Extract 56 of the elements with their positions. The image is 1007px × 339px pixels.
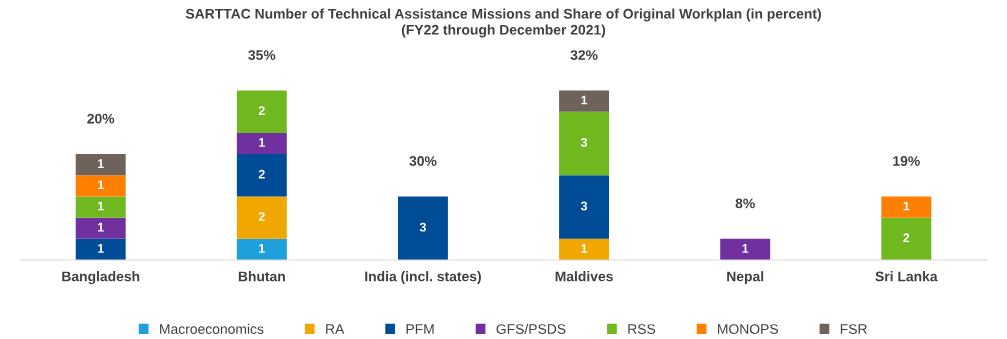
bar: [559, 175, 610, 239]
data-label: 2: [258, 212, 265, 221]
bar: [559, 238, 610, 261]
legend-label: RSS: [628, 324, 656, 334]
data-label: 3: [580, 201, 588, 211]
x-tick-label: India (incl. states): [365, 271, 481, 285]
bar: [236, 90, 287, 133]
bar: [75, 196, 126, 218]
legend-label: FSR: [840, 324, 867, 334]
data-label: 1: [98, 244, 104, 253]
bar: [236, 196, 287, 239]
bar: [75, 238, 126, 261]
bar: [236, 154, 287, 197]
annotation: 30%: [409, 156, 437, 166]
annotation: 32%: [570, 50, 598, 61]
data-label: 1: [742, 244, 749, 253]
bar: [75, 154, 126, 176]
annotation: 19%: [893, 156, 920, 166]
annotation: 20%: [87, 113, 115, 124]
data-label: 1: [98, 201, 104, 211]
legend-label: MONOPS: [718, 324, 778, 334]
bar: [397, 196, 448, 261]
bar: [559, 90, 610, 112]
bar: [75, 217, 126, 239]
x-tick-label: Maldives: [555, 271, 613, 282]
data-label: 1: [903, 201, 910, 211]
bar: [236, 132, 287, 155]
bar: [881, 217, 932, 261]
bar: [236, 238, 287, 261]
legend-label: PFM: [406, 324, 434, 334]
legend-label: GFS/PSDS: [496, 323, 566, 334]
data-label: 2: [258, 169, 265, 179]
data-label: 2: [903, 233, 910, 243]
x-tick-label: Sri Lanka: [875, 271, 938, 282]
data-label: 1: [98, 222, 104, 232]
annotation: 35%: [248, 50, 276, 61]
data-label: 1: [581, 95, 588, 105]
legend-label: Macroeconomics: [160, 323, 264, 334]
data-label: 3: [419, 222, 426, 232]
data-label: 1: [98, 180, 104, 190]
bar: [559, 111, 610, 176]
chart-title: SARTTAC Number of Technical Assistance Missions and Share of Original Workplan (in percent) (FY22 through December 2021): [185, 8, 821, 38]
data-label: 2: [258, 106, 265, 115]
x-tick-label: Bangladesh: [62, 271, 140, 285]
data-label: 1: [259, 244, 265, 253]
data-label: 1: [98, 159, 104, 168]
bar: [75, 175, 126, 197]
annotation: 8%: [735, 198, 755, 209]
data-label: 1: [581, 244, 588, 253]
data-label: 1: [259, 138, 265, 147]
x-tick-label: Bhutan: [238, 271, 285, 282]
bar: [881, 196, 932, 218]
legend-label: RA: [326, 324, 345, 334]
data-label: 3: [580, 137, 588, 147]
x-tick-label: Nepal: [727, 271, 764, 285]
bar: [720, 238, 771, 261]
